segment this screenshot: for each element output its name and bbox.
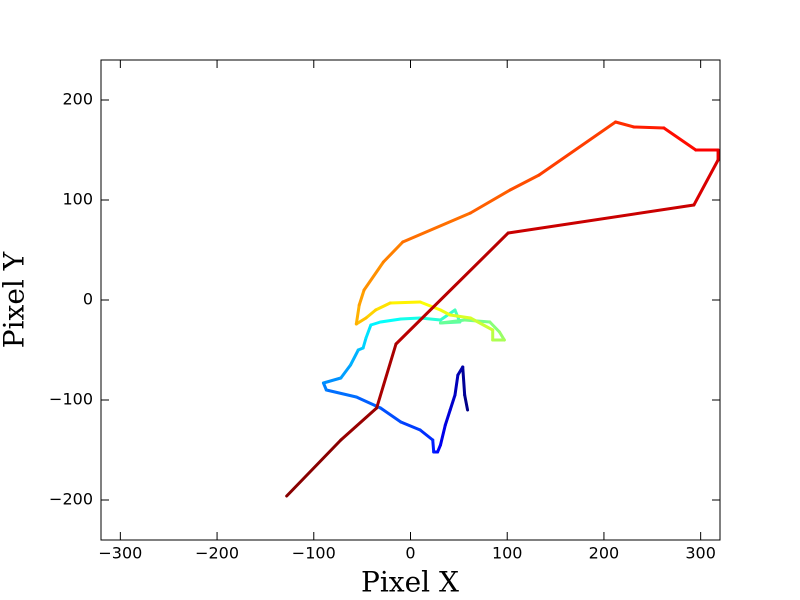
x-tick-label: 100 xyxy=(492,544,523,563)
trajectory-segment xyxy=(463,393,470,412)
trajectory-segment xyxy=(361,336,368,350)
trajectory-segment xyxy=(375,342,398,410)
trajectory-segment xyxy=(468,316,495,332)
trajectory-segment xyxy=(614,120,636,129)
x-tick-label: −200 xyxy=(195,544,239,563)
trajectory-segment xyxy=(468,188,512,215)
trajectory-segment xyxy=(285,438,343,498)
trajectory-segment xyxy=(461,365,467,397)
y-tick-label: −200 xyxy=(49,490,93,509)
x-tick-label: 200 xyxy=(589,544,620,563)
trajectory-segment xyxy=(379,317,403,324)
trajectory-segment xyxy=(456,365,465,377)
trajectory-segment xyxy=(339,406,379,442)
trajectory-segment xyxy=(506,203,696,235)
trajectory-segment xyxy=(662,126,698,152)
y-axis-label: Pixel Y xyxy=(0,251,31,348)
trajectory-segment xyxy=(443,408,452,427)
trajectory-segment xyxy=(362,260,385,292)
trajectory-segment xyxy=(453,373,460,397)
y-tick-label: −100 xyxy=(49,390,93,409)
trajectory-segment xyxy=(438,423,447,447)
trajectory-segment xyxy=(394,231,510,346)
trajectory-segment xyxy=(354,303,361,326)
trajectory-segment xyxy=(508,173,541,192)
x-tick-label: −100 xyxy=(292,544,336,563)
trajectory-segment xyxy=(401,211,472,244)
trajectory-segment xyxy=(488,320,501,334)
trajectory-segment xyxy=(448,313,472,320)
y-tick-label: 100 xyxy=(62,190,93,209)
trajectory-segment xyxy=(369,320,383,327)
trajectory-segment xyxy=(379,406,403,424)
trajectory-segment xyxy=(418,300,442,312)
trajectory-segment xyxy=(399,420,422,432)
trajectory-segment xyxy=(431,438,436,454)
trajectory-segment xyxy=(438,308,452,317)
trajectory-segment xyxy=(388,300,422,305)
trajectory-segment xyxy=(537,120,618,177)
x-tick-label: 0 xyxy=(405,544,415,563)
x-tick-label: −300 xyxy=(98,544,142,563)
trajectory-segment xyxy=(364,308,378,320)
x-tick-label: 300 xyxy=(685,544,716,563)
trajectory-segment xyxy=(692,158,720,207)
trajectory-segment xyxy=(374,301,392,312)
y-tick-label: 200 xyxy=(62,90,93,109)
trajectory-segment xyxy=(632,125,666,130)
trajectory-segment xyxy=(448,393,457,412)
x-axis-label: Pixel X xyxy=(361,566,459,599)
trajectory-segment xyxy=(381,240,405,264)
trajectory-segment xyxy=(321,376,343,385)
y-tick-label: 0 xyxy=(83,290,93,309)
trajectory-segment xyxy=(399,316,422,321)
trajectory-segment xyxy=(357,288,366,307)
trajectory-segment xyxy=(349,348,360,367)
trajectory-segment xyxy=(418,428,435,442)
trajectory-segment xyxy=(364,323,373,340)
plot-frame xyxy=(100,59,721,541)
trajectory-segment xyxy=(324,388,358,399)
trajectory-segment xyxy=(438,318,467,325)
trajectory-segment xyxy=(339,363,353,380)
